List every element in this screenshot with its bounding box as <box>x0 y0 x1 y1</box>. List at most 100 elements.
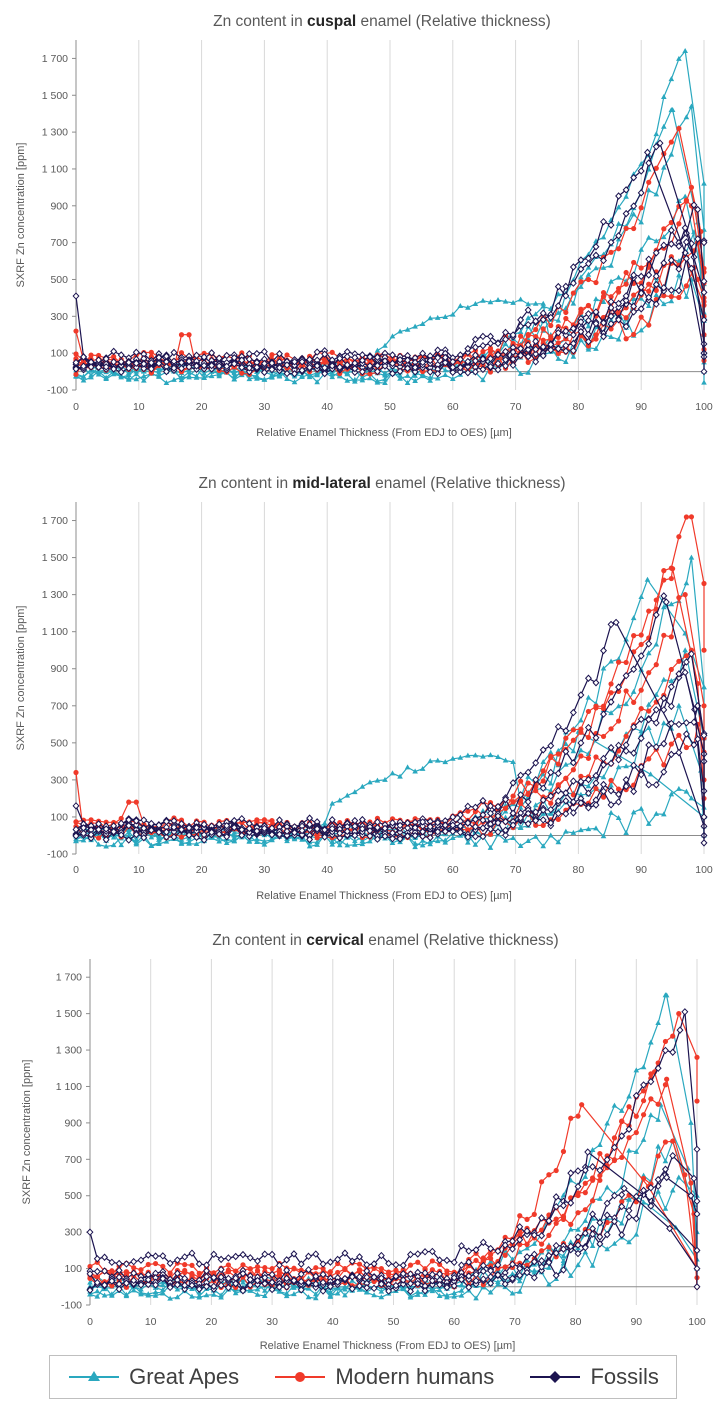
data-point <box>517 791 525 799</box>
data-point <box>434 354 442 362</box>
data-point <box>592 734 600 742</box>
data-point <box>284 376 290 382</box>
data-point <box>238 363 246 372</box>
data-point <box>352 376 358 382</box>
data-point <box>261 1279 269 1288</box>
data-point <box>140 816 148 824</box>
data-point <box>662 1205 669 1211</box>
data-point <box>385 1259 393 1268</box>
series-group <box>72 48 708 386</box>
data-point <box>508 1245 516 1253</box>
data-point <box>592 308 600 316</box>
data-point <box>582 1207 588 1213</box>
data-point <box>427 377 433 383</box>
data-point <box>290 1276 298 1285</box>
data-point <box>110 842 117 848</box>
data-point <box>96 835 102 841</box>
data-point <box>687 1192 695 1200</box>
data-point <box>87 1279 93 1285</box>
data-point <box>132 348 140 357</box>
data-point <box>597 1150 603 1157</box>
data-point <box>291 379 298 385</box>
data-point <box>117 351 125 359</box>
data-point <box>600 646 608 655</box>
data-point <box>653 597 659 603</box>
data-point <box>693 1283 701 1291</box>
legend: Great Apes Modern humans Fossils <box>49 1355 677 1399</box>
data-point <box>648 1039 654 1045</box>
data-point <box>451 1293 457 1299</box>
data-point <box>637 167 645 175</box>
data-point <box>653 165 659 171</box>
y-tick-label: 700 <box>50 237 68 249</box>
data-point <box>647 771 654 777</box>
legend-label: Modern humans <box>335 1364 495 1389</box>
data-point <box>130 1287 137 1293</box>
data-point <box>623 830 629 836</box>
data-point <box>502 1252 508 1258</box>
data-point <box>562 727 570 735</box>
data-point <box>585 271 592 277</box>
data-point <box>487 1244 495 1253</box>
data-point <box>688 103 695 109</box>
data-point <box>554 302 562 310</box>
x-tick-label: 90 <box>630 1316 642 1328</box>
data-point <box>517 814 525 822</box>
data-point <box>178 350 185 356</box>
data-point <box>414 1291 421 1297</box>
data-point <box>381 357 389 365</box>
data-point <box>593 279 599 286</box>
data-point <box>582 1249 589 1255</box>
data-point <box>656 139 664 147</box>
data-point <box>517 842 524 848</box>
chart-title-prefix: Zn content in <box>212 932 306 949</box>
y-tick-label: 300 <box>64 1227 82 1239</box>
data-point <box>662 1082 669 1088</box>
data-point <box>683 114 690 120</box>
data-point <box>608 710 614 716</box>
data-point <box>638 161 644 167</box>
data-point <box>465 1247 473 1255</box>
data-point <box>626 1104 632 1110</box>
data-point <box>110 834 117 840</box>
data-point <box>683 293 690 299</box>
data-point <box>502 808 509 814</box>
data-point <box>450 1274 458 1282</box>
data-point <box>643 148 651 157</box>
data-point <box>603 1230 611 1239</box>
data-point <box>517 1241 523 1248</box>
data-point <box>517 296 524 302</box>
data-point <box>668 76 675 82</box>
data-point <box>661 123 667 129</box>
data-point <box>683 514 690 520</box>
data-point <box>569 331 577 339</box>
data-point <box>140 824 148 833</box>
data-point <box>638 265 644 271</box>
data-point <box>268 365 276 374</box>
data-point <box>563 761 569 767</box>
data-point <box>471 832 479 841</box>
data-point <box>341 1249 349 1257</box>
data-point <box>645 701 652 707</box>
data-point <box>407 1262 414 1268</box>
data-point <box>254 1280 262 1289</box>
data-point <box>630 202 638 210</box>
legend-item-modern-humans: Modern humans <box>273 1364 494 1390</box>
data-point <box>268 1250 276 1259</box>
data-point <box>471 343 479 352</box>
data-point <box>125 816 133 824</box>
data-point <box>553 1167 559 1174</box>
data-point <box>630 271 638 279</box>
data-point <box>397 773 403 779</box>
data-point <box>632 1091 640 1100</box>
data-point <box>562 331 570 339</box>
data-point <box>600 332 608 341</box>
data-point <box>109 1291 115 1297</box>
data-point <box>555 350 561 357</box>
data-point <box>253 363 261 372</box>
data-point <box>620 1184 628 1193</box>
data-point <box>575 1226 581 1232</box>
data-point <box>152 1260 159 1267</box>
data-point <box>132 359 140 368</box>
data-point <box>508 1237 516 1245</box>
